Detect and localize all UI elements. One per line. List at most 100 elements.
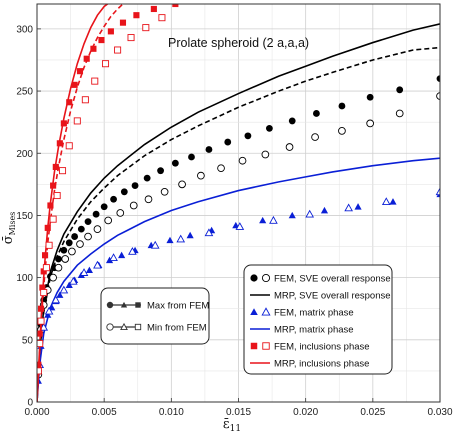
data-point — [288, 117, 296, 125]
data-point — [109, 253, 118, 262]
x-tick-label: 0.010 — [159, 407, 184, 418]
data-point — [178, 180, 186, 189]
data-point — [37, 340, 44, 348]
legend-label: MRP, SVE overall response — [274, 291, 391, 302]
x-axis-title: ε̄11 — [223, 417, 241, 434]
data-point — [93, 225, 102, 233]
data-point — [172, 4, 179, 8]
data-point — [166, 236, 174, 244]
data-point — [150, 5, 157, 13]
data-point — [81, 96, 89, 104]
series-1 — [37, 46, 440, 402]
data-point — [45, 241, 53, 249]
data-point — [40, 268, 47, 275]
data-point — [49, 273, 57, 282]
data-point — [435, 187, 440, 196]
data-point — [116, 209, 125, 217]
data-point — [354, 203, 362, 210]
data-point — [85, 266, 93, 274]
legend-marker-filled — [250, 342, 258, 350]
data-point — [44, 306, 54, 315]
data-point — [84, 218, 92, 226]
series-6 — [37, 187, 440, 368]
legend-main: FEM, SVE overall response MRP, SVE overal… — [243, 264, 393, 375]
data-point — [224, 138, 232, 146]
data-point — [131, 182, 139, 189]
legend-main-box — [243, 264, 393, 375]
x-tick-label: 0.000 — [24, 407, 49, 418]
data-point — [160, 187, 169, 196]
data-point — [42, 264, 50, 272]
legend-label: MRP, inclusions phase — [274, 359, 369, 370]
data-point — [320, 206, 329, 214]
legend-marker-open — [261, 307, 271, 316]
legend-minmax-square — [134, 323, 142, 331]
y-axis-symbol: σ̄ — [1, 235, 16, 244]
data-point — [197, 171, 205, 180]
data-point — [37, 317, 45, 325]
data-point — [77, 225, 85, 233]
y-tick-label: 0 — [27, 398, 33, 409]
data-point — [186, 231, 194, 239]
y-axis-subscript: Mises — [8, 212, 17, 236]
legend-entry: FEM, matrix phase — [250, 307, 354, 319]
data-point — [56, 140, 63, 147]
legend-marker-filled — [250, 274, 258, 282]
y-tick-label: 100 — [16, 273, 33, 284]
data-point — [37, 361, 42, 368]
series-9 — [37, 4, 179, 368]
data-point — [59, 167, 67, 175]
data-point — [93, 260, 102, 269]
data-point — [105, 256, 114, 264]
data-point — [128, 247, 137, 255]
legend-minmax-triangle — [120, 301, 128, 308]
legend-label: FEM, inclusions phase — [274, 342, 370, 353]
data-point — [204, 228, 214, 237]
data-point — [65, 142, 73, 150]
data-point — [53, 192, 61, 200]
data-point — [101, 60, 110, 68]
data-point — [235, 222, 245, 230]
legend-marker-filled — [250, 308, 258, 316]
legend-entry: FEM, inclusions phase — [250, 342, 370, 353]
data-point — [150, 240, 160, 249]
data-point — [118, 251, 126, 259]
y-axis-title: σ̄Mises — [1, 212, 17, 245]
data-point — [84, 232, 92, 241]
legend-marker-open — [262, 342, 270, 350]
data-point — [217, 164, 225, 173]
data-point — [90, 45, 97, 52]
x-tick-label: 0.030 — [427, 407, 452, 418]
data-point — [366, 119, 374, 128]
data-point — [269, 215, 278, 224]
data-point — [119, 19, 127, 26]
legend-entry: MRP, inclusions phase — [250, 359, 369, 370]
legend-minmax-entry: Min from FEM — [106, 323, 207, 334]
data-point — [39, 322, 49, 331]
data-point — [61, 255, 70, 263]
data-point — [381, 197, 391, 206]
data-point — [285, 143, 294, 151]
data-point — [37, 330, 43, 337]
data-point — [142, 24, 150, 32]
data-point — [68, 247, 76, 256]
legend-label: MRP, matrix phase — [274, 325, 354, 336]
data-point — [39, 284, 46, 291]
data-point — [127, 34, 135, 42]
data-point — [54, 263, 63, 272]
data-point — [114, 46, 122, 54]
data-point — [311, 133, 319, 141]
tick-labels: 0.000 0.005 0.010 0.015 0.020 0.025 0.030 0 50 10… — [16, 24, 453, 418]
data-point — [259, 216, 267, 224]
data-point — [436, 75, 440, 83]
data-point — [50, 182, 57, 189]
data-point — [56, 291, 64, 298]
data-point — [40, 289, 48, 297]
data-point — [395, 109, 404, 118]
data-point — [71, 233, 79, 240]
y-tick-label: 300 — [16, 24, 33, 35]
data-point — [344, 203, 353, 212]
data-point — [120, 188, 128, 196]
data-point — [73, 117, 81, 125]
data-point — [176, 234, 186, 243]
